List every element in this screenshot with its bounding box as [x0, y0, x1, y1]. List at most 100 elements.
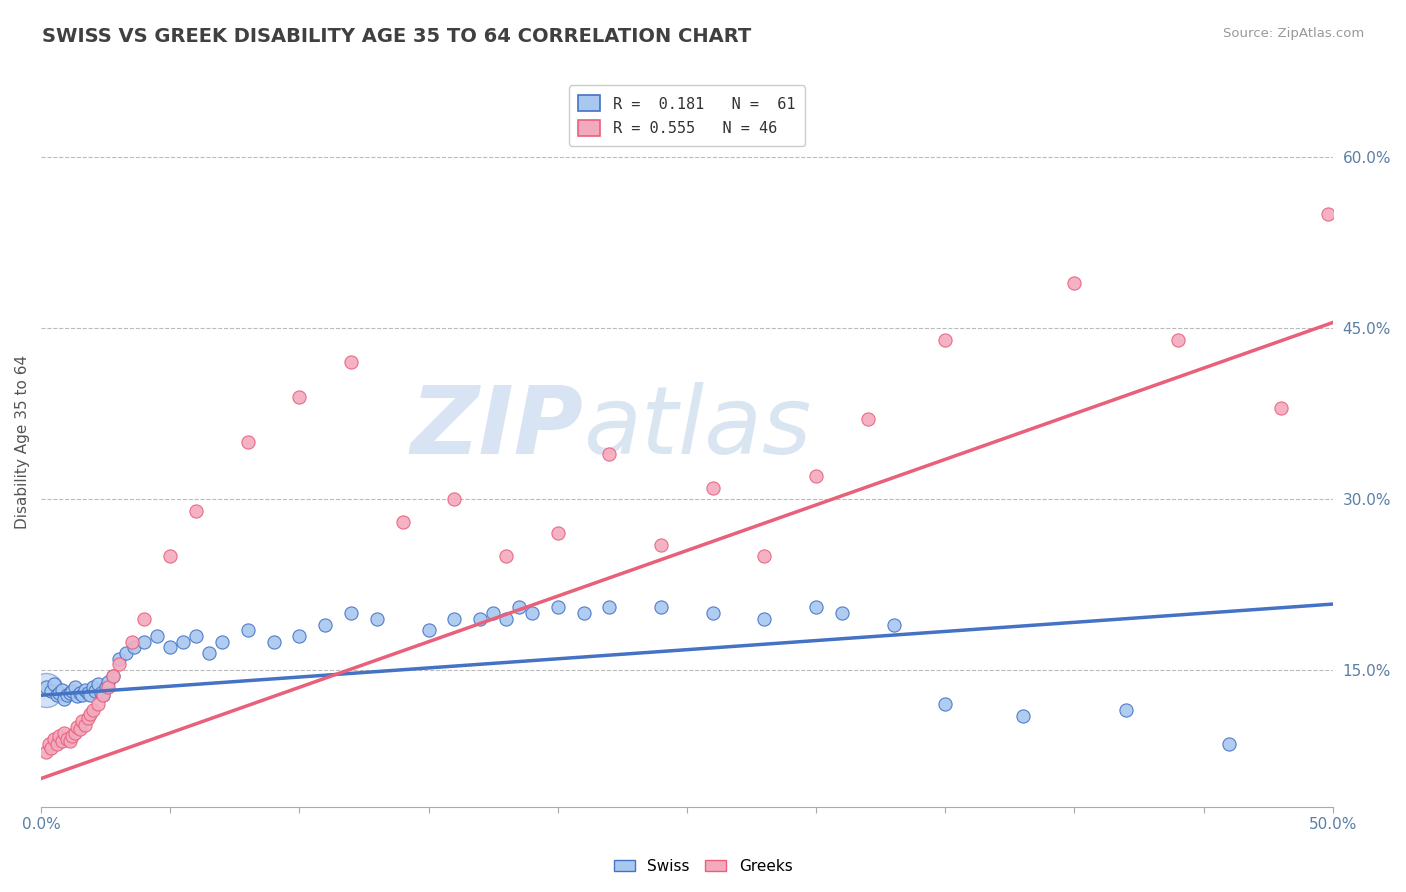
Point [650, 600, 672, 615]
Point [391, 515, 413, 529]
Point [159, 549, 181, 564]
Text: SWISS VS GREEK DISABILITY AGE 35 TO 64 CORRELATION CHART: SWISS VS GREEK DISABILITY AGE 35 TO 64 C… [42, 27, 751, 45]
Point [443, 612, 465, 626]
Point [73, 682, 96, 697]
Point [48, 729, 70, 743]
Point [82, 681, 104, 695]
Point [89, 686, 111, 700]
Point [1167, 333, 1189, 347]
Point [107, 652, 129, 666]
Point [482, 606, 505, 620]
Point [58, 686, 80, 700]
Point [211, 634, 233, 648]
Point [650, 538, 672, 552]
Point [56, 688, 79, 702]
Y-axis label: Disability Age 35 to 64: Disability Age 35 to 64 [15, 355, 30, 529]
Point [366, 612, 388, 626]
Point [56, 731, 79, 746]
Point [103, 669, 125, 683]
Point [443, 492, 465, 507]
Point [340, 355, 363, 369]
Point [159, 640, 181, 655]
Point [107, 657, 129, 672]
Point [35, 682, 58, 697]
Point [87, 698, 110, 712]
Point [702, 481, 724, 495]
Point [236, 624, 259, 638]
Point [72, 714, 94, 729]
Point [79, 688, 101, 702]
Point [934, 698, 956, 712]
Text: ZIP: ZIP [411, 382, 583, 474]
Point [42, 677, 65, 691]
Point [184, 629, 207, 643]
Point [172, 634, 194, 648]
Point [35, 745, 58, 759]
Point [103, 669, 125, 683]
Point [547, 600, 569, 615]
Point [79, 706, 101, 721]
Point [42, 731, 65, 746]
Point [314, 617, 336, 632]
Point [41, 740, 63, 755]
Point [340, 606, 363, 620]
Point [754, 549, 776, 564]
Point [69, 723, 91, 737]
Legend: Swiss, Greeks: Swiss, Greeks [607, 853, 799, 880]
Point [236, 435, 259, 450]
Text: atlas: atlas [583, 382, 811, 473]
Point [45, 688, 67, 702]
Point [94, 681, 117, 695]
Point [198, 646, 221, 660]
Point [1063, 276, 1085, 290]
Point [831, 606, 853, 620]
Point [495, 612, 517, 626]
Point [87, 677, 110, 691]
Point [51, 682, 73, 697]
Point [572, 606, 595, 620]
Point [495, 549, 517, 564]
Point [53, 691, 76, 706]
Point [72, 688, 94, 702]
Point [547, 526, 569, 541]
Point [66, 690, 89, 704]
Point [60, 683, 83, 698]
Point [91, 688, 114, 702]
Point [1316, 207, 1339, 221]
Point [934, 333, 956, 347]
Point [856, 412, 879, 426]
Point [97, 681, 120, 695]
Point [1218, 737, 1240, 751]
Point [122, 640, 145, 655]
Point [418, 624, 440, 638]
Point [1115, 703, 1137, 717]
Point [288, 390, 311, 404]
Point [76, 711, 98, 725]
Point [45, 737, 67, 751]
Point [470, 612, 492, 626]
Point [115, 646, 138, 660]
Text: Source: ZipAtlas.com: Source: ZipAtlas.com [1223, 27, 1364, 40]
Point [82, 703, 104, 717]
Point [121, 634, 143, 648]
Point [184, 503, 207, 517]
Point [97, 674, 120, 689]
Point [58, 734, 80, 748]
Point [1270, 401, 1292, 415]
Point [48, 686, 70, 700]
Point [76, 686, 98, 700]
Point [702, 606, 724, 620]
Point [60, 729, 83, 743]
Point [508, 600, 530, 615]
Point [598, 447, 620, 461]
Point [288, 629, 311, 643]
Point [41, 683, 63, 698]
Point [63, 726, 86, 740]
Point [804, 600, 827, 615]
Point [134, 612, 156, 626]
Point [69, 686, 91, 700]
Point [53, 726, 76, 740]
Legend: R =  0.181   N =  61, R = 0.555   N = 46: R = 0.181 N = 61, R = 0.555 N = 46 [568, 86, 806, 145]
Point [146, 629, 169, 643]
Point [66, 720, 89, 734]
